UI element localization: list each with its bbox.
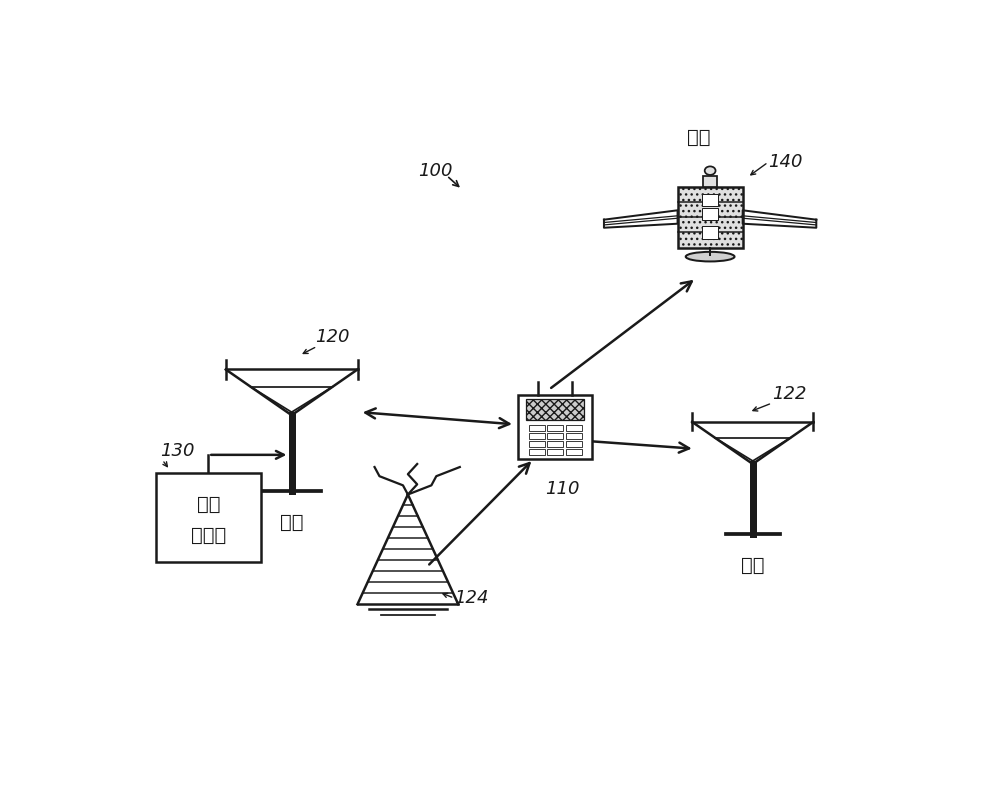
Text: 控制器: 控制器	[191, 526, 226, 545]
Bar	[547, 425, 563, 431]
Bar	[547, 440, 563, 447]
Bar	[566, 425, 582, 431]
Polygon shape	[743, 211, 816, 228]
Text: 100: 100	[418, 162, 452, 181]
Bar	[566, 432, 582, 439]
Bar	[703, 176, 717, 186]
Bar	[702, 208, 718, 220]
Bar	[529, 448, 545, 455]
Bar	[678, 186, 743, 247]
Bar	[566, 448, 582, 455]
Bar	[529, 425, 545, 431]
Text: 卫星: 卫星	[687, 128, 710, 147]
Bar	[156, 473, 261, 562]
Bar	[518, 395, 592, 459]
Bar	[529, 432, 545, 439]
Bar	[547, 448, 563, 455]
Bar	[702, 226, 718, 238]
Text: 基站: 基站	[280, 512, 303, 531]
Text: 122: 122	[772, 385, 807, 403]
Text: 系统: 系统	[197, 494, 220, 513]
Text: 140: 140	[768, 153, 803, 171]
Text: 120: 120	[315, 329, 349, 346]
Text: 130: 130	[160, 442, 194, 459]
Bar	[529, 440, 545, 447]
Bar	[566, 440, 582, 447]
Bar	[547, 432, 563, 439]
Text: 124: 124	[454, 589, 489, 607]
Bar	[526, 399, 584, 421]
Bar	[702, 193, 718, 207]
Text: 基站: 基站	[741, 555, 765, 574]
Circle shape	[705, 166, 716, 175]
Text: 110: 110	[546, 481, 580, 498]
Ellipse shape	[686, 252, 735, 261]
Polygon shape	[604, 211, 678, 228]
